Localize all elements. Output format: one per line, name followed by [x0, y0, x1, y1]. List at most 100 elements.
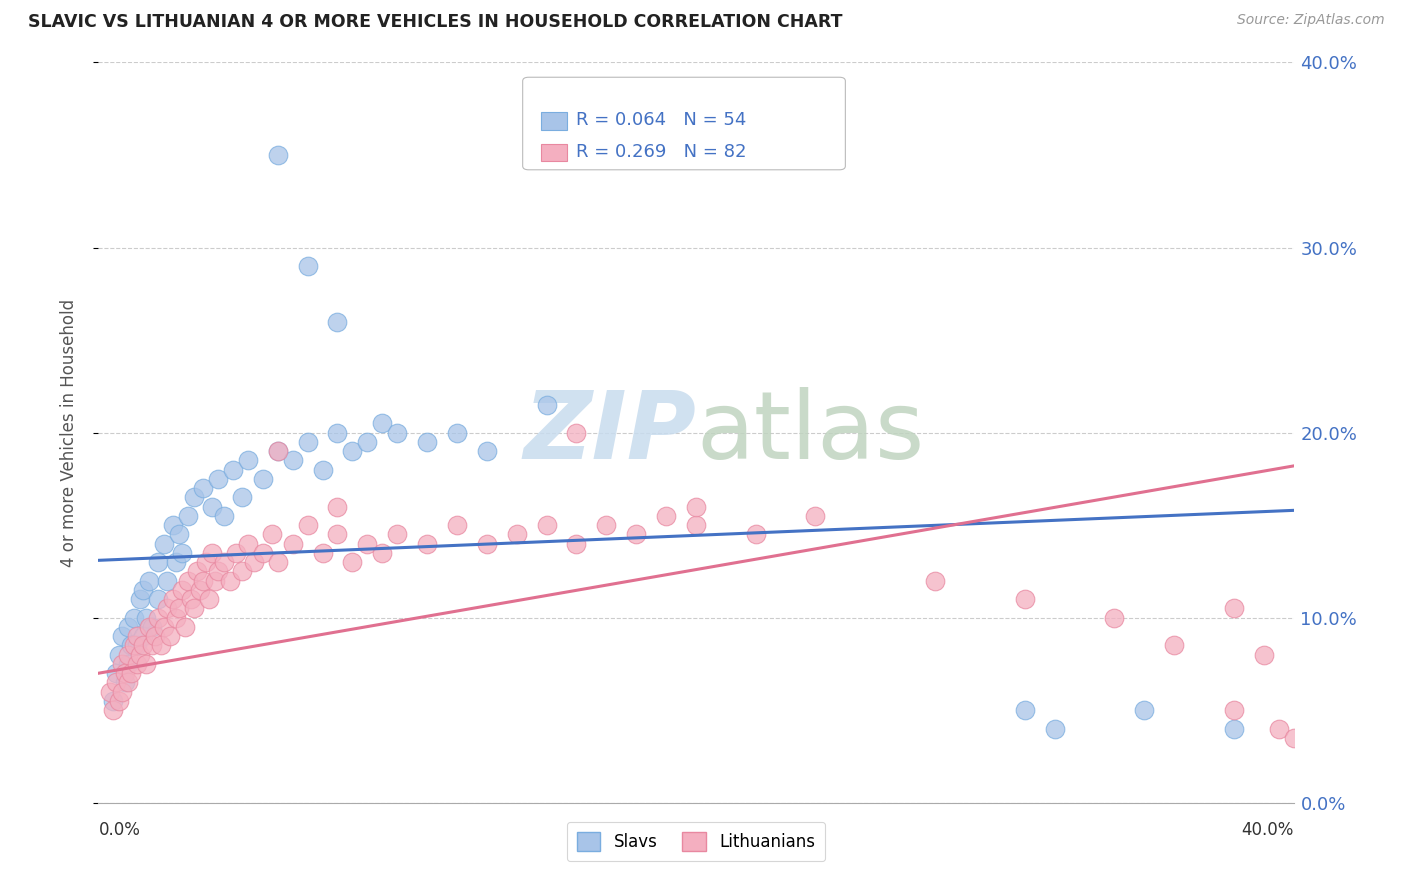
Text: 40.0%: 40.0%	[1241, 822, 1294, 839]
Lithuanians	[565, 425, 588, 440]
Lithuanians	[204, 574, 226, 588]
Slavs	[135, 610, 157, 624]
Lithuanians	[124, 639, 146, 653]
Lithuanians	[120, 666, 142, 681]
Slavs	[297, 434, 319, 449]
Slavs	[222, 462, 245, 476]
Slavs	[311, 462, 333, 476]
Slavs	[153, 536, 176, 550]
Lithuanians	[180, 592, 202, 607]
Lithuanians	[105, 675, 128, 690]
Lithuanians	[141, 639, 163, 653]
Slavs	[281, 453, 304, 467]
Slavs	[267, 148, 290, 162]
Lithuanians	[1163, 639, 1185, 653]
Text: R = 0.064   N = 54: R = 0.064 N = 54	[576, 112, 747, 129]
Slavs	[1043, 722, 1066, 736]
Y-axis label: 4 or more Vehicles in Household: 4 or more Vehicles in Household	[59, 299, 77, 566]
Lithuanians	[260, 527, 283, 541]
Lithuanians	[1223, 601, 1246, 615]
Lithuanians	[745, 527, 768, 541]
Lithuanians	[111, 657, 134, 671]
Lithuanians	[1253, 648, 1275, 662]
Lithuanians	[475, 536, 498, 550]
Lithuanians	[924, 574, 946, 588]
Lithuanians	[236, 536, 259, 550]
Slavs	[207, 472, 229, 486]
Lithuanians	[281, 536, 304, 550]
Lithuanians	[165, 610, 187, 624]
Lithuanians	[138, 620, 160, 634]
Lithuanians	[446, 518, 468, 533]
Lithuanians	[98, 685, 122, 699]
Slavs	[326, 425, 349, 440]
Legend: Slavs, Lithuanians: Slavs, Lithuanians	[567, 822, 825, 861]
Text: ZIP: ZIP	[523, 386, 696, 479]
Slavs	[127, 639, 149, 653]
Lithuanians	[198, 592, 221, 607]
Slavs	[326, 314, 349, 328]
Lithuanians	[153, 620, 176, 634]
Lithuanians	[191, 574, 214, 588]
Lithuanians	[243, 555, 266, 569]
Slavs	[297, 259, 319, 273]
Lithuanians	[186, 565, 208, 579]
Slavs	[129, 592, 152, 607]
Slavs	[191, 481, 214, 495]
Slavs	[117, 657, 139, 671]
Slavs	[177, 508, 200, 523]
Lithuanians	[267, 555, 290, 569]
Lithuanians	[416, 536, 439, 550]
FancyBboxPatch shape	[523, 78, 845, 169]
Slavs	[536, 398, 558, 412]
Lithuanians	[267, 444, 290, 458]
Lithuanians	[159, 629, 181, 643]
Lithuanians	[188, 582, 211, 597]
Lithuanians	[111, 685, 134, 699]
Lithuanians	[342, 555, 364, 569]
Slavs	[356, 434, 378, 449]
Slavs	[172, 546, 194, 560]
Lithuanians	[108, 694, 131, 708]
Lithuanians	[117, 648, 139, 662]
Slavs	[162, 518, 184, 533]
Text: 0.0%: 0.0%	[98, 822, 141, 839]
Text: R = 0.269   N = 82: R = 0.269 N = 82	[576, 143, 747, 161]
Lithuanians	[1282, 731, 1305, 745]
Lithuanians	[156, 601, 179, 615]
Text: SLAVIC VS LITHUANIAN 4 OR MORE VEHICLES IN HOUSEHOLD CORRELATION CHART: SLAVIC VS LITHUANIAN 4 OR MORE VEHICLES …	[28, 13, 842, 31]
Slavs	[252, 472, 274, 486]
Slavs	[475, 444, 498, 458]
Lithuanians	[143, 629, 166, 643]
Slavs	[1223, 722, 1246, 736]
Lithuanians	[174, 620, 197, 634]
Lithuanians	[177, 574, 200, 588]
Slavs	[267, 444, 290, 458]
Lithuanians	[655, 508, 678, 523]
Lithuanians	[297, 518, 319, 533]
Slavs	[342, 444, 364, 458]
Slavs	[212, 508, 235, 523]
Lithuanians	[225, 546, 247, 560]
Lithuanians	[311, 546, 333, 560]
Lithuanians	[231, 565, 253, 579]
Slavs	[236, 453, 259, 467]
Lithuanians	[804, 508, 827, 523]
Lithuanians	[183, 601, 205, 615]
Lithuanians	[150, 639, 173, 653]
Slavs	[385, 425, 409, 440]
Lithuanians	[172, 582, 194, 597]
Lithuanians	[127, 629, 149, 643]
Lithuanians	[1014, 592, 1036, 607]
Lithuanians	[536, 518, 558, 533]
Lithuanians	[1104, 610, 1126, 624]
Lithuanians	[117, 675, 139, 690]
Slavs	[156, 574, 179, 588]
Lithuanians	[162, 592, 184, 607]
Lithuanians	[685, 500, 707, 514]
Lithuanians	[148, 610, 170, 624]
Text: atlas: atlas	[696, 386, 924, 479]
Lithuanians	[127, 657, 149, 671]
Lithuanians	[135, 657, 157, 671]
Lithuanians	[371, 546, 394, 560]
